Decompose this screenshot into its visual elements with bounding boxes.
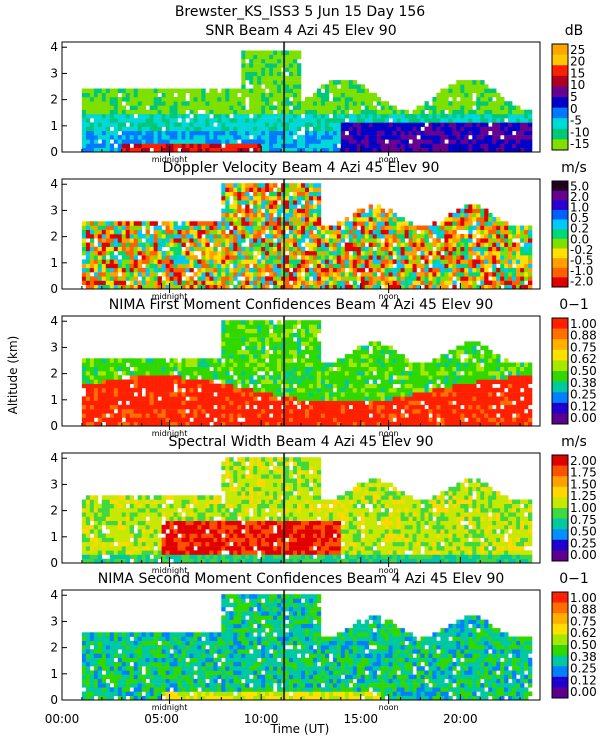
panel-2: Doppler Velocity Beam 4 Azi 45 Elev 90 0 1… [50, 160, 593, 301]
data-streak [283, 590, 285, 700]
y-tick-label: 4 [50, 588, 58, 602]
data-streak [283, 453, 285, 563]
colorbar: 1.000.880.750.620.500.380.250.120.00 [552, 317, 597, 425]
midnight-marker: midnight [152, 703, 188, 712]
panels: SNR Beam 4 Azi 45 Elev 90 0 1 2 3 4 midnight no… [50, 23, 596, 712]
y-tick-label: 2 [50, 367, 58, 381]
y-tick-label: 0 [50, 282, 58, 296]
y-tick-label: 1 [50, 393, 58, 407]
y-tick-label: 3 [50, 614, 58, 628]
data-streak [283, 42, 285, 152]
y-axis-label: Altitude (km) [6, 336, 20, 415]
colorbar-tick-label: 0.00 [570, 548, 597, 562]
colorbar: 2.001.751.501.251.000.750.500.250.00 [552, 454, 597, 562]
colorbar-unit: m/s [561, 434, 587, 450]
y-tick-label: 2 [50, 641, 58, 655]
y-tick-label: 0 [50, 693, 58, 707]
y-tick-label: 1 [50, 667, 58, 681]
x-tick-label: 05:00 [144, 712, 179, 726]
colorbar-unit: dB [565, 23, 584, 39]
panel-title: NIMA Second Moment Confidences Beam 4 Az… [98, 571, 505, 587]
y-tick-label: 0 [50, 419, 58, 433]
colorbar: 1.000.880.750.620.500.380.250.120.00 [552, 591, 597, 699]
y-tick-label: 4 [50, 177, 58, 191]
y-tick-label: 4 [50, 314, 58, 328]
colorbar-tick-label: 0.00 [570, 685, 597, 699]
colorbar-unit: 0−1 [559, 297, 589, 313]
noon-marker: noon [379, 703, 399, 712]
heatmap-field [82, 320, 532, 426]
panel-title: NIMA First Moment Confidences Beam 4 Azi… [109, 297, 493, 313]
data-streak [283, 316, 285, 426]
x-tick-label: 15:00 [343, 712, 378, 726]
colorbar-unit: 0−1 [559, 571, 589, 587]
data-streak [283, 179, 285, 289]
x-tick-label: 20:00 [443, 712, 478, 726]
panel-title: Spectral Width Beam 4 Azi 45 Elev 90 [168, 434, 433, 450]
y-tick-label: 3 [50, 477, 58, 491]
y-tick-label: 2 [50, 504, 58, 518]
y-tick-label: 1 [50, 256, 58, 270]
x-tick-labels: 00:00 05:00 10:00 15:00 20:00 [45, 712, 478, 726]
panel-3: NIMA First Moment Confidences Beam 4 Azi… [50, 297, 596, 438]
panel-title: SNR Beam 4 Azi 45 Elev 90 [205, 23, 396, 39]
x-tick-label: 00:00 [45, 712, 80, 726]
colorbar-tick-label: -2.0 [570, 275, 593, 289]
y-tick-label: 0 [50, 556, 58, 570]
y-tick-label: 4 [50, 40, 58, 54]
y-tick-label: 2 [50, 230, 58, 244]
y-tick-label: 1 [50, 119, 58, 133]
y-tick-label: 0 [50, 145, 58, 159]
colorbar-tick-label: -15 [570, 137, 590, 151]
heatmap-field [82, 51, 532, 153]
x-tick-label: 10:00 [244, 712, 279, 726]
colorbar-unit: m/s [561, 160, 587, 176]
heatmap-field [82, 457, 532, 563]
y-tick-label: 3 [50, 203, 58, 217]
x-axis-label: Time (UT) [270, 722, 330, 736]
panel-title: Doppler Velocity Beam 4 Azi 45 Elev 90 [163, 160, 440, 176]
y-tick-label: 3 [50, 340, 58, 354]
panel-4: Spectral Width Beam 4 Azi 45 Elev 90 0 1 2 3… [50, 434, 596, 575]
figure-title: Brewster_KS_ISS3 5 Jun 15 Day 156 [175, 4, 425, 20]
y-tick-label: 4 [50, 451, 58, 465]
colorbar-tick-label: 0.00 [570, 411, 597, 425]
colorbar: 5.02.01.00.50.20.0-0.2-0.5-1.0-2.0 [552, 179, 593, 288]
panel-5: NIMA Second Moment Confidences Beam 4 Az… [50, 571, 596, 712]
y-tick-label: 3 [50, 66, 58, 80]
heatmap-field [82, 594, 532, 700]
y-tick-label: 2 [50, 93, 58, 107]
heatmap-field [82, 183, 532, 289]
y-tick-label: 1 [50, 530, 58, 544]
